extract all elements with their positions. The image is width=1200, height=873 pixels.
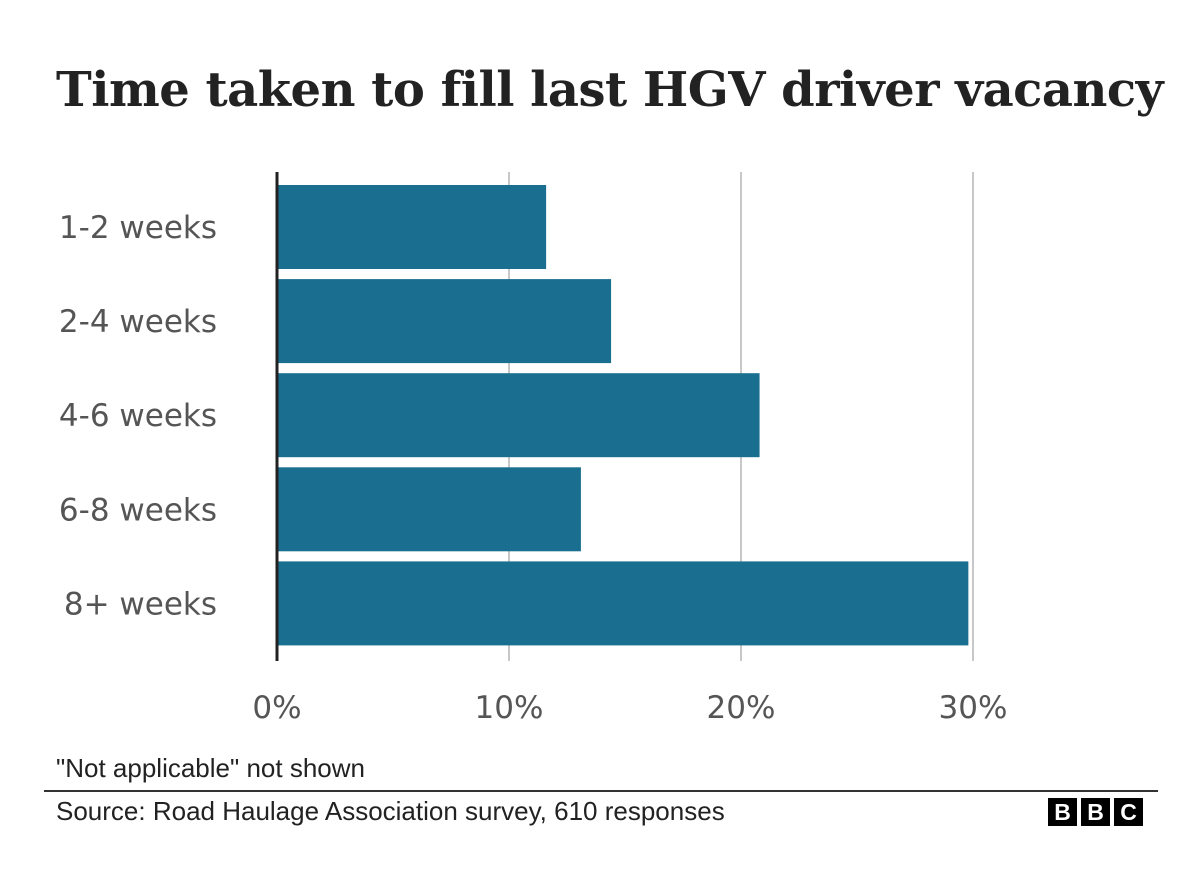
bar: [277, 373, 760, 458]
bbc-logo-letter: C: [1114, 798, 1143, 826]
bbc-logo: B B C: [1048, 798, 1143, 826]
bbc-logo-letter: B: [1048, 798, 1077, 826]
bar: [277, 279, 612, 364]
source-text: Source: Road Haulage Association survey,…: [56, 796, 725, 826]
footer-divider: [44, 790, 1158, 792]
category-label: 6-8 weeks: [59, 492, 217, 528]
x-tick-label: 20%: [707, 690, 776, 726]
category-labels: 1-2 weeks 2-4 weeks 4-6 weeks 6-8 weeks 8+ w…: [59, 210, 217, 622]
category-label: 1-2 weeks: [59, 210, 217, 246]
chart-title: Time taken to fill last HGV driver vacan…: [56, 62, 1164, 118]
bbc-logo-letter: B: [1081, 798, 1110, 826]
bar: [277, 185, 547, 269]
bar: [277, 467, 581, 552]
category-label: 2-4 weeks: [59, 304, 217, 340]
footnote: "Not applicable" not shown: [56, 753, 365, 783]
bar: [277, 561, 969, 646]
category-label: 8+ weeks: [64, 586, 217, 622]
category-label: 4-6 weeks: [59, 398, 217, 434]
x-tick-label: 10%: [475, 690, 544, 726]
x-tick-labels: 0% 10% 20% 30%: [252, 690, 1007, 726]
x-tick-label: 0%: [252, 690, 301, 726]
bars: [277, 185, 969, 646]
x-tick-label: 30%: [939, 690, 1008, 726]
